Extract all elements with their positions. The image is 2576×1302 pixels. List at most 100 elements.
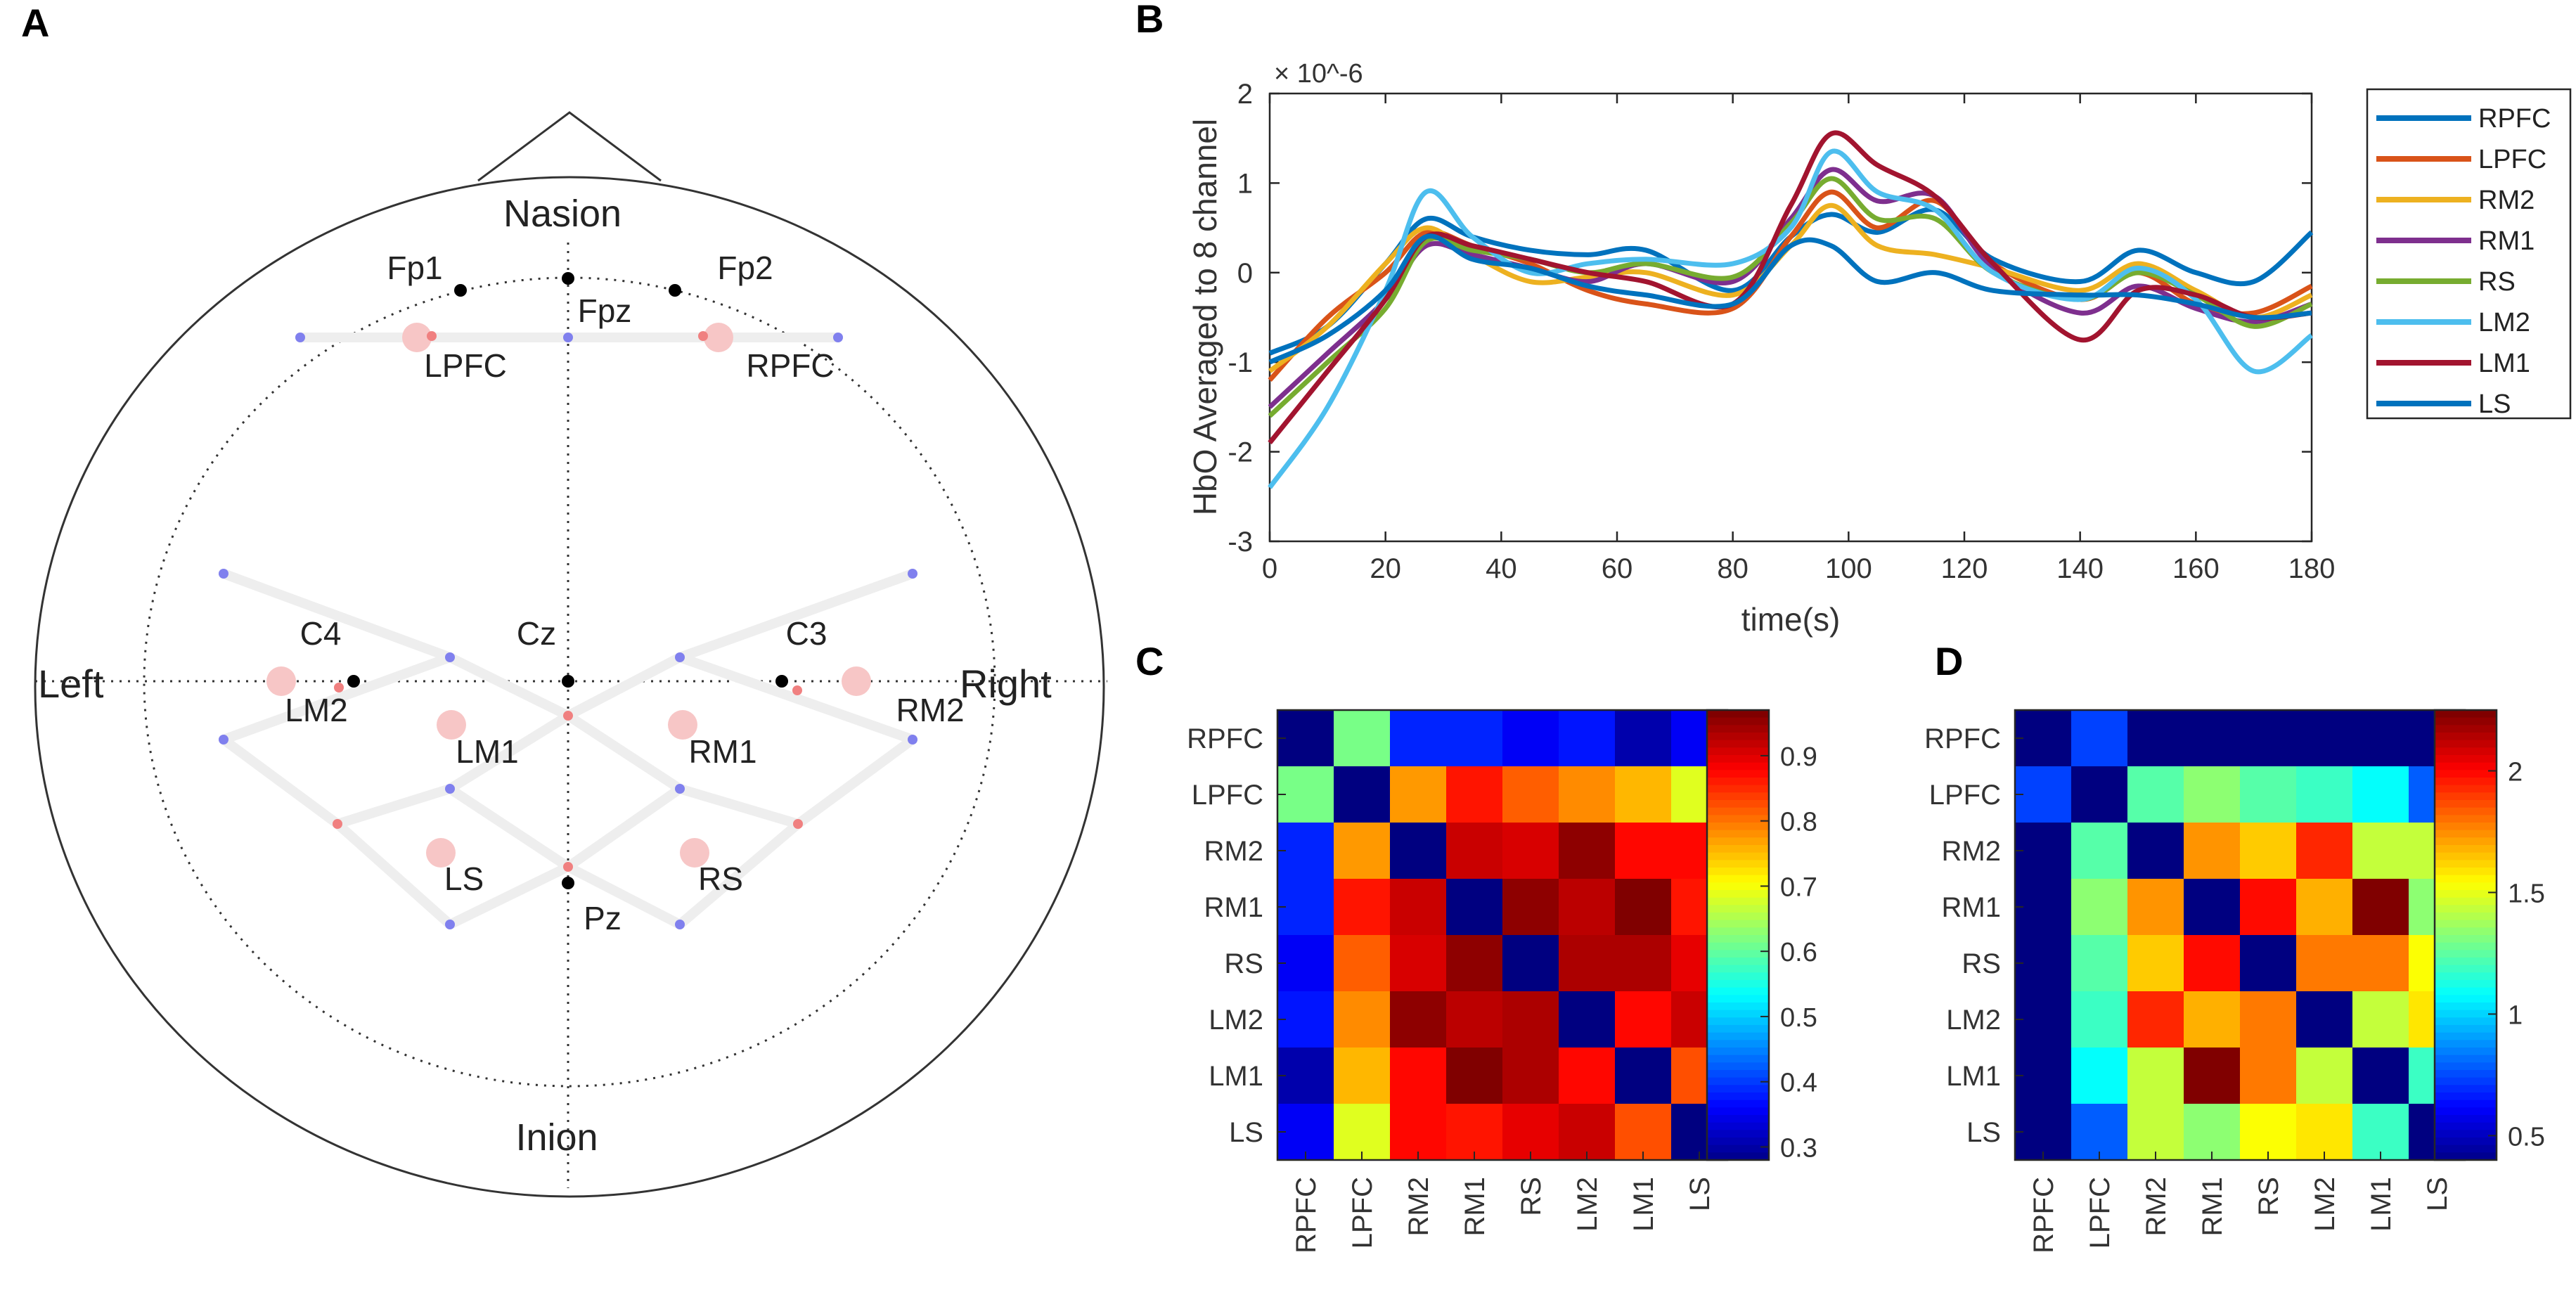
x-tick-label: 120 [1941,553,1988,584]
heatmap-c-cell [1277,935,1334,992]
channel-marker [842,666,871,696]
heatmap-d-colorbar-frame [2433,709,2498,1161]
heatmap-c-colorbar-label: 0.5 [1780,1003,1817,1033]
heatmap-c-col-label: RM2 [1403,1177,1434,1236]
heatmap-d-colorbar-band [2435,1100,2497,1108]
heatmap-c-colorbar-band [1707,1003,1769,1011]
heatmap-c-colorbar-band [1707,1077,1769,1085]
heatmap-d-colorbar-band [2435,1152,2497,1161]
heatmap-c-col-label: LS [1685,1177,1715,1211]
correlation-heatmap-d: RPFC RPFC LPFC LPFC RM2 RM2 RM1 RM1 RS RS LM2 LM2 LM… [1924,709,2545,1253]
region-lm2-label: LM2 [285,692,347,728]
channel-marker [680,838,709,868]
heatmap-c-row-label: RS [1224,948,1263,979]
heatmap-c-col-label: LM2 [1572,1177,1603,1232]
heatmap-c-cell [1390,1048,1447,1104]
heatmap-c-cell [1390,991,1447,1048]
heatmap-c-colorbar-band [1707,725,1769,733]
heatmap-d-cell [2127,991,2184,1048]
heatmap-c-colorbar-band [1707,1070,1769,1078]
x-tick-label: 0 [1262,553,1277,584]
heatmap-c-colorbar-label: 0.9 [1780,742,1817,772]
heatmap-d-cell [2352,1104,2409,1161]
heatmap-d-cell [2071,1048,2128,1104]
heatmap-c-colorbar-band [1707,995,1769,1003]
heatmap-c-cell [1334,710,1391,767]
heatmap-d-cell [2352,1048,2409,1104]
heatmap-c-cell [1615,823,1672,879]
heatmap-c-colorbar-band [1707,950,1769,958]
legend-box [2366,88,2572,420]
correlation-heatmap-c: RPFC RPFC LPFC LPFC RM2 RM2 RM1 RM1 RS RS LM2 LM2 LM… [1187,709,1817,1253]
heatmap-d-cell [2240,823,2297,879]
heatmap-d-cell [2071,766,2128,823]
electrode-pz-dot [562,877,574,889]
heatmap-d-cell [2240,991,2297,1048]
x-tick-label: 60 [1602,553,1633,584]
head-outline [34,176,1105,1198]
electrode-fp1-dot [454,284,467,297]
legend-label-lm2: LM2 [2478,308,2530,337]
heatmap-c-colorbar-band [1707,747,1769,756]
heatmap-d-col-label: LPFC [2085,1177,2115,1249]
detector-marker [675,652,685,662]
heatmap-c-cell [1559,1048,1616,1104]
heatmap-c-cell [1277,991,1334,1048]
heatmap-d-cell [2071,823,2128,879]
heatmap-d-colorbar-band [2435,972,2497,981]
electrode-fpz-label: Fpz [578,292,632,329]
heatmap-c-colorbar-band [1707,830,1769,838]
legend-label-rpfc: RPFC [2478,104,2551,134]
electrode-cz-dot [562,675,574,688]
heatmap-d-cell [2184,766,2241,823]
heatmap-d-colorbar-band [2435,987,2497,995]
panel-label-a: A [21,1,49,45]
heatmap-d-colorbar-band [2435,950,2497,958]
heatmap-d-cell [2015,1048,2072,1104]
heatmap-d-row-label: LM1 [1946,1061,2001,1092]
heatmap-d-cell [2184,935,2241,992]
heatmap-c-cell [1446,1104,1503,1161]
heatmap-d-colorbar-band [2435,755,2497,763]
heatmap-d-col-label: RS [2253,1177,2284,1216]
nasion-label: Nasion [503,193,622,235]
heatmap-c-colorbar-band [1707,942,1769,950]
heatmap-c-cell [1334,766,1391,823]
y-tick-label: 2 [1237,79,1253,110]
channel-marker [402,323,432,352]
heatmap-d-colorbar-band [2435,905,2497,913]
y-tick-label: 0 [1237,258,1253,289]
heatmap-c-row-label: LM1 [1209,1061,1263,1092]
panel-label-c: C [1135,639,1164,683]
region-lpfc-label: LPFC [424,347,507,384]
detector-marker [445,784,455,794]
heatmap-c-colorbar-band [1707,897,1769,905]
heatmap-d-colorbar-band [2435,1085,2497,1093]
y-tick-label: -2 [1228,437,1253,468]
heatmap-d-colorbar-band [2435,1032,2497,1040]
heatmap-c-col-label: LM1 [1628,1177,1659,1232]
heatmap-d-colorbar-band [2435,965,2497,973]
heatmap-c-colorbar-band [1707,785,1769,793]
heatmap-c-cell [1615,710,1672,767]
heatmap-c-cell [1334,991,1391,1048]
heatmap-d-colorbar-band [2435,868,2497,876]
detector-marker [908,735,917,745]
detector-marker [675,920,685,929]
electrode-fp1-label: Fp1 [387,250,442,286]
heatmap-d-colorbar-band [2435,837,2497,846]
heatmap-d-cell [2240,1104,2297,1161]
source-marker [698,331,708,341]
heatmap-d-colorbar-label: 1 [2508,1000,2523,1030]
optode-link [445,784,685,872]
heatmap-d-col-label: RPFC [2028,1177,2059,1253]
heatmap-d-row-label: RS [1962,948,2001,979]
detector-marker [295,333,305,342]
heatmap-c-cell [1334,879,1391,936]
heatmap-c-col-label: LPFC [1347,1177,1378,1249]
heatmap-c-cell [1615,935,1672,992]
hbo-line-chart: 0 20 40 60 80 100 120 140 160 180 2 1 0 -1 -2 -3 × 10^-… [1187,59,2572,638]
heatmap-c-colorbar-band [1707,1032,1769,1040]
y-tick-label: -3 [1228,527,1253,557]
heatmap-c-colorbar-band [1707,1010,1769,1018]
